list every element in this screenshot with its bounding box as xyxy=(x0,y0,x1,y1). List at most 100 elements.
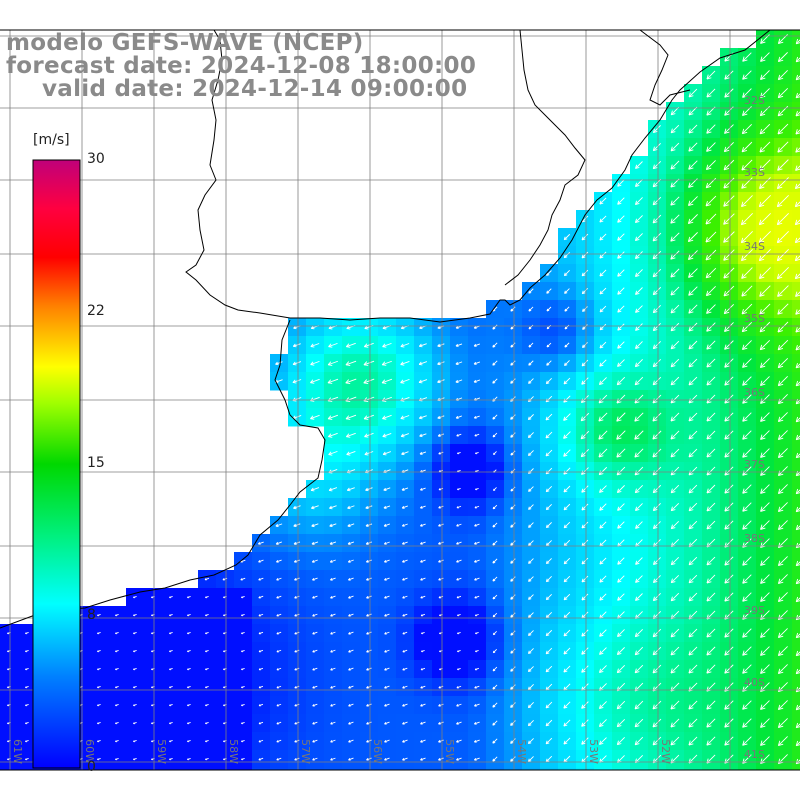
wind-vector-arrow xyxy=(652,664,662,674)
wind-vector-arrow xyxy=(258,703,264,707)
wind-vector-arrow xyxy=(187,703,191,707)
wind-vector-arrow xyxy=(617,233,625,241)
wind-vector-arrow xyxy=(275,523,283,527)
wind-vector-arrow xyxy=(382,451,391,456)
wind-vector-arrow xyxy=(400,378,410,384)
wind-vector-arrow xyxy=(510,504,516,510)
wind-vector-arrow xyxy=(402,667,408,671)
wind-vector-arrow xyxy=(25,649,29,653)
wind-vector-arrow xyxy=(635,341,643,349)
wind-vector-arrow xyxy=(384,703,390,707)
wind-vector-arrow xyxy=(402,703,408,707)
wind-vector-arrow xyxy=(742,592,752,602)
wind-vector-arrow xyxy=(492,576,498,582)
wind-vector-arrow xyxy=(599,521,607,529)
wind-vector-arrow xyxy=(795,650,800,657)
wind-vector-arrow xyxy=(205,631,209,635)
wind-vector-arrow xyxy=(401,487,409,491)
wind-vector-arrow xyxy=(348,595,354,599)
wind-vector-arrow xyxy=(617,557,625,565)
wind-vector-arrow xyxy=(760,556,770,566)
wind-vector-arrow xyxy=(741,124,752,135)
wind-vector-arrow xyxy=(25,757,29,761)
wind-vector-arrow xyxy=(652,700,662,710)
wind-vector-arrow xyxy=(169,613,173,617)
wind-vector-arrow xyxy=(545,647,553,655)
latitude-label: 38S xyxy=(744,532,765,545)
wind-vector-arrow xyxy=(492,738,498,744)
wind-vector-arrow xyxy=(598,701,607,710)
wind-vector-arrow xyxy=(706,628,716,638)
longitude-label: 57W xyxy=(299,739,312,764)
wind-vector-arrow xyxy=(310,360,320,366)
wind-vector-arrow xyxy=(437,343,445,348)
wind-vector-arrow xyxy=(581,377,589,385)
longitude-label: 52W xyxy=(659,739,672,764)
wind-vector-arrow xyxy=(795,345,800,351)
wind-vector-arrow xyxy=(563,431,571,439)
wind-vector-arrow xyxy=(776,195,789,208)
wind-vector-arrow xyxy=(777,87,789,99)
wind-vector-arrow xyxy=(760,628,770,638)
wind-vector-arrow xyxy=(599,575,607,583)
wind-vector-arrow xyxy=(420,541,426,545)
wind-vector-arrow xyxy=(599,233,607,241)
wind-vector-arrow xyxy=(401,505,408,509)
wind-vector-arrow xyxy=(457,631,461,635)
wind-vector-arrow xyxy=(617,575,625,583)
wind-vector-arrow xyxy=(760,646,770,656)
wind-vector-arrow xyxy=(581,503,589,511)
wind-vector-arrow xyxy=(294,631,300,635)
wind-vector-arrow xyxy=(617,251,625,259)
wind-vector-arrow xyxy=(563,557,571,565)
wind-vector-arrow xyxy=(330,595,336,599)
wind-vector-arrow xyxy=(312,721,318,725)
wind-speed-cell xyxy=(792,678,800,697)
wind-vector-arrow xyxy=(115,667,119,671)
wind-vector-arrow xyxy=(241,649,245,653)
wind-speed-cell xyxy=(792,336,800,355)
wind-vector-arrow xyxy=(169,721,173,725)
wind-vector-arrow xyxy=(312,577,318,581)
wind-vector-arrow xyxy=(527,720,534,727)
wind-vector-arrow xyxy=(688,502,698,512)
wind-vector-arrow xyxy=(795,92,800,99)
wind-vector-arrow xyxy=(205,739,209,743)
wind-vector-arrow xyxy=(688,124,698,134)
wind-vector-arrow xyxy=(25,739,29,743)
wind-vector-arrow xyxy=(348,613,354,617)
coastline xyxy=(0,29,780,629)
wind-vector-arrow xyxy=(545,522,552,529)
wind-vector-arrow xyxy=(688,430,698,440)
wind-vector-arrow xyxy=(510,342,516,348)
wind-vector-arrow xyxy=(635,305,643,313)
wind-vector-arrow xyxy=(382,342,392,348)
wind-vector-arrow xyxy=(742,646,752,656)
wind-vector-arrow xyxy=(474,559,480,563)
wind-vector-arrow xyxy=(581,485,589,493)
wind-vector-arrow xyxy=(510,360,516,366)
wind-vector-arrow xyxy=(456,505,462,509)
wind-vector-arrow xyxy=(528,558,534,564)
wind-vector-arrow xyxy=(670,250,680,260)
wind-vector-arrow xyxy=(475,649,479,653)
wind-vector-arrow xyxy=(706,358,716,368)
wind-vector-arrow xyxy=(634,394,644,404)
wind-vector-arrow xyxy=(795,596,800,603)
wind-vector-arrow xyxy=(420,487,426,491)
wind-vector-arrow xyxy=(670,340,680,350)
wind-vector-arrow xyxy=(527,684,534,691)
wind-vector-arrow xyxy=(348,739,354,743)
wind-vector-arrow xyxy=(473,415,480,419)
wind-vector-arrow xyxy=(365,487,373,492)
wind-vector-arrow xyxy=(563,629,571,637)
wind-vector-arrow xyxy=(581,521,589,529)
wind-vector-arrow xyxy=(777,574,788,585)
wind-vector-arrow xyxy=(777,339,789,351)
wind-speed-cell xyxy=(792,30,800,49)
wind-vector-arrow xyxy=(705,286,716,297)
wind-vector-arrow xyxy=(473,379,481,383)
wind-vector-arrow xyxy=(670,142,680,152)
wind-vector-arrow xyxy=(474,757,480,761)
wind-vector-arrow xyxy=(366,721,372,725)
